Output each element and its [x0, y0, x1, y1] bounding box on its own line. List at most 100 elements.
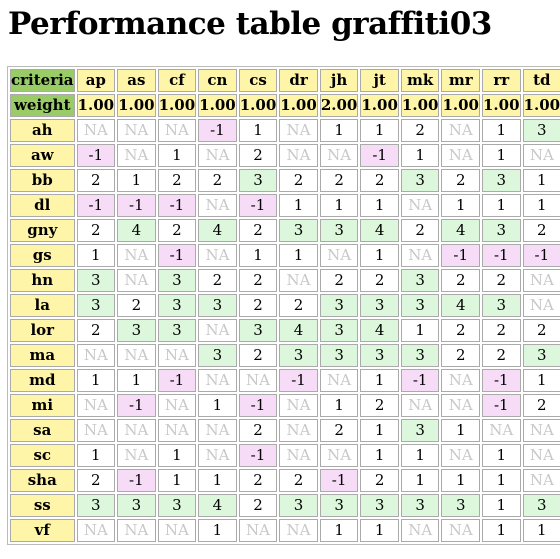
value-cell: 3 — [319, 219, 359, 242]
value-cell: 2 — [76, 469, 116, 492]
value-cell: -1 — [198, 119, 237, 142]
na-cell: NA — [117, 344, 156, 367]
na-cell: NA — [441, 369, 480, 392]
value-cell: 2 — [76, 169, 116, 192]
value-cell: 1 — [279, 244, 318, 267]
value-cell: 1 — [76, 244, 116, 267]
value-cell: 1 — [76, 369, 116, 392]
value-cell: 1 — [400, 444, 440, 467]
na-cell: NA — [522, 469, 560, 492]
na-cell: NA — [76, 419, 116, 442]
value-cell: 2 — [482, 319, 521, 342]
value-cell: 2 — [279, 169, 318, 192]
weight-value: 1.00 — [279, 94, 318, 117]
value-cell: 1 — [522, 169, 560, 192]
value-cell: -1 — [157, 244, 197, 267]
na-cell: NA — [441, 519, 480, 542]
value-cell: 4 — [360, 219, 399, 242]
criterion-header-mk: mk — [400, 69, 440, 92]
value-cell: 1 — [319, 519, 359, 542]
weight-value: 1.00 — [117, 94, 156, 117]
table-row: gny2424233424323 — [10, 219, 560, 242]
value-cell: 2 — [360, 469, 399, 492]
na-cell: NA — [522, 144, 560, 167]
value-cell: 2 — [441, 269, 480, 292]
value-cell: 1 — [360, 519, 399, 542]
na-cell: NA — [279, 394, 318, 417]
value-cell: 2 — [198, 169, 237, 192]
value-cell: 3 — [400, 269, 440, 292]
value-cell: 2 — [522, 394, 560, 417]
value-cell: 3 — [319, 294, 359, 317]
value-cell: 4 — [441, 294, 480, 317]
weight-value: 1.00 — [441, 94, 480, 117]
value-cell: -1 — [76, 144, 116, 167]
na-cell: NA — [198, 444, 237, 467]
na-cell: NA — [198, 144, 237, 167]
value-cell: 1 — [441, 194, 480, 217]
na-cell: NA — [117, 244, 156, 267]
na-cell: NA — [279, 519, 318, 542]
value-cell: 2 — [360, 269, 399, 292]
value-cell: 3 — [482, 219, 521, 242]
na-cell: NA — [157, 344, 197, 367]
value-cell: 1 — [279, 194, 318, 217]
value-cell: 2 — [157, 219, 197, 242]
value-cell: 2 — [441, 319, 480, 342]
page-title: Performance table graffiti03 — [8, 6, 492, 42]
value-cell: 3 — [400, 169, 440, 192]
criterion-header-cf: cf — [157, 69, 197, 92]
na-cell: NA — [522, 269, 560, 292]
value-cell: 3 — [441, 494, 480, 517]
na-cell: NA — [400, 394, 440, 417]
na-cell: NA — [76, 119, 116, 142]
na-cell: NA — [319, 369, 359, 392]
na-cell: NA — [198, 419, 237, 442]
value-cell: 2 — [482, 269, 521, 292]
criterion-header-rr: rr — [482, 69, 521, 92]
value-cell: 3 — [319, 344, 359, 367]
value-cell: 2 — [238, 419, 278, 442]
value-cell: 2 — [238, 469, 278, 492]
na-cell: NA — [117, 269, 156, 292]
value-cell: 1 — [360, 419, 399, 442]
value-cell: 3 — [400, 494, 440, 517]
value-cell: -1 — [238, 394, 278, 417]
weight-value: 1.00 — [157, 94, 197, 117]
na-cell: NA — [319, 244, 359, 267]
action-row-label: ma — [10, 344, 75, 367]
value-cell: -1 — [319, 469, 359, 492]
na-cell: NA — [279, 444, 318, 467]
value-cell: 3 — [198, 344, 237, 367]
value-cell: 1 — [157, 469, 197, 492]
na-cell: NA — [522, 294, 560, 317]
value-cell: 3 — [522, 344, 560, 367]
value-cell: 3 — [157, 319, 197, 342]
value-cell: 3 — [522, 494, 560, 517]
value-cell: 3 — [400, 344, 440, 367]
value-cell: 1 — [157, 444, 197, 467]
value-cell: -1 — [117, 469, 156, 492]
value-cell: 3 — [279, 219, 318, 242]
na-cell: NA — [279, 269, 318, 292]
value-cell: 2 — [441, 169, 480, 192]
table-row: ss3334233333133 — [10, 494, 560, 517]
weight-header-label: weight — [10, 94, 75, 117]
value-cell: 2 — [238, 269, 278, 292]
value-cell: 3 — [76, 269, 116, 292]
weight-value: 1.00 — [522, 94, 560, 117]
value-cell: 3 — [238, 319, 278, 342]
value-cell: 3 — [117, 494, 156, 517]
value-cell: 3 — [76, 494, 116, 517]
na-cell: NA — [441, 394, 480, 417]
value-cell: 1 — [360, 119, 399, 142]
table-row: maNANANA3233332233 — [10, 344, 560, 367]
value-cell: 2 — [360, 169, 399, 192]
value-cell: -1 — [238, 444, 278, 467]
value-cell: 1 — [482, 444, 521, 467]
